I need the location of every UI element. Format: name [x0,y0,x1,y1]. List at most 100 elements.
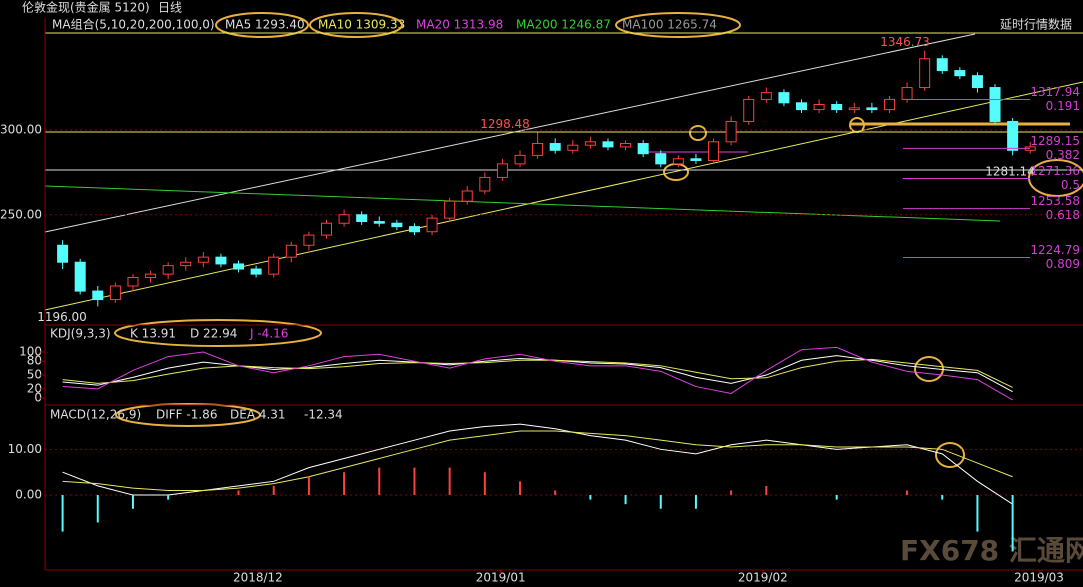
candle-body [567,144,579,151]
price-label: 1196.00 [37,310,87,324]
candle-body [373,221,385,224]
fib-ratio: 0.382 [1046,148,1080,162]
candle-body [197,256,209,263]
candle-body [514,154,526,165]
candle-body [725,120,737,143]
candle-body [391,222,403,228]
ma200: MA200 1246.87 [516,18,611,32]
candle-body [584,141,596,146]
ma10: MA10 1309.33 [318,18,405,32]
candle-body [250,268,262,275]
candle-body [162,265,174,275]
legend-entry: K 13.91 [130,327,176,341]
ma100: MA100 1265.74 [622,18,717,32]
fib-price: 1224.79 [1030,243,1080,257]
candle-body [233,263,245,270]
candle-body [919,58,931,89]
instrument: 伦敦金现(贵金属 5120) [22,0,150,15]
y-tick-label: 1300.00 [0,122,42,136]
fib-ratio: 0.191 [1046,99,1080,113]
candle-body [303,234,315,246]
kdj-line [62,358,1013,388]
legend-entry: J -4.16 [249,327,288,341]
fib-ratio: 0.809 [1046,257,1080,271]
candle-body [57,244,69,263]
candle-body [954,70,966,77]
candle-body [620,143,632,148]
candle-body [356,214,368,223]
price-label: 1281.14 [985,164,1035,178]
macd-line [62,430,1013,491]
ma5: MA5 1293.40 [225,18,305,32]
candle-body [338,214,350,224]
candle-body [848,107,860,111]
price-label: 1346.73 [880,35,930,49]
candle-body [268,256,280,275]
candle-body [496,163,508,178]
candle-body [92,290,104,301]
candle-body [637,143,649,155]
y-tick-label: 20 [27,381,42,395]
x-tick-label: 2019/03 [1014,571,1064,585]
y-tick-label: 1250.00 [0,207,42,221]
period[interactable]: 日线 [158,1,182,15]
candle-body [444,200,456,219]
candle-body [866,107,878,111]
candle-body [813,104,825,111]
candle-body [215,256,227,265]
price-label: 1298.48 [480,117,530,131]
candle-body [831,104,843,111]
fib-price: 1289.15 [1030,134,1080,148]
candle-body [479,176,491,192]
candle-body [426,217,438,233]
candle-body [708,141,720,161]
candle-body [145,273,157,279]
macd-line [62,423,1013,505]
candle-body [109,285,121,301]
y-tick-label: 0 [34,391,42,405]
candle-body [285,244,297,258]
panel-title: MACD(12,26,9) [50,408,141,422]
legend-entry: DEA 4.31 [230,408,286,422]
y-tick-label: 80 [27,354,42,368]
y-tick-label: 100 [19,344,42,358]
panel-title: KDJ(9,3,3) [50,327,111,341]
fib-price: 1317.94 [1030,85,1080,99]
annotation-ellipses [114,12,1083,468]
ma20: MA20 1313.98 [416,18,503,32]
legend-entry: -12.34 [304,408,343,422]
candle-body [1007,120,1019,151]
x-tick-label: 2019/01 [476,571,526,585]
candle-body [936,58,948,72]
y-tick-label: 50 [27,368,42,382]
y-tick-label: 0.00 [15,488,42,502]
panel-borders [44,18,1083,571]
candle-body [760,92,772,100]
candle-body [989,87,1001,122]
watermark: FX678 汇通网 [900,534,1083,567]
candle-body [672,158,684,165]
candle-body [408,226,420,233]
fib-ratio: 0.618 [1046,208,1080,222]
candle-body [778,92,790,104]
candle-body [74,261,86,292]
candle-body [461,190,473,202]
candle-body [180,261,192,267]
candle-body [743,98,755,122]
candle-body [901,87,913,100]
delay-note: 延时行情数据 [1000,17,1072,32]
legend-entry: D 22.94 [190,327,237,341]
candle-body [602,141,614,148]
candle-body [796,102,808,111]
y-tick-label: 10.00 [8,442,42,456]
ma-group: MA组合(5,10,20,200,100,0) [52,17,215,32]
fib-price: 1253.58 [1030,194,1080,208]
candle-body [320,222,332,236]
legend-entry: DIFF -1.86 [156,408,217,422]
candle-body [655,153,667,165]
fib-price: 1271.36 [1030,164,1080,178]
kdj-line [62,346,1013,401]
candle-body [971,75,983,89]
